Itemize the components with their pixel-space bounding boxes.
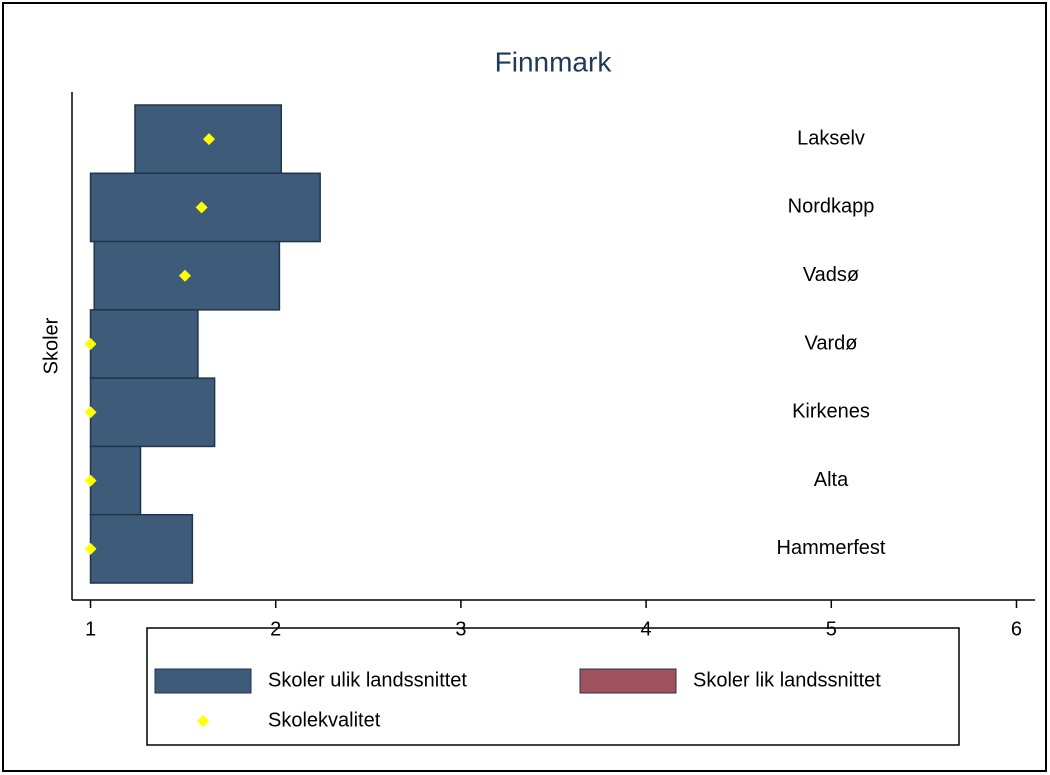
- diamond: [84, 474, 97, 487]
- category-label: Hammerfest: [777, 537, 886, 559]
- legend-label: Skoler lik landssnittet: [693, 669, 881, 691]
- legend-label: Skoler ulik landssnittet: [268, 669, 467, 691]
- category-label: Vardø: [805, 332, 858, 354]
- x-tick-label: 3: [455, 618, 466, 640]
- legend-label: Skolekvalitet: [268, 709, 381, 731]
- category-label: Vadsø: [803, 264, 859, 286]
- range-bar: [89, 513, 194, 584]
- category-label: Nordkapp: [788, 196, 875, 218]
- diamond: [178, 269, 191, 282]
- legend-swatch: [579, 668, 677, 694]
- chart-title: Finnmark: [495, 46, 613, 77]
- category-label: Lakselv: [797, 127, 865, 149]
- diamond: [197, 715, 209, 727]
- x-tick-label: 5: [826, 618, 837, 640]
- range-bar: [89, 377, 216, 448]
- diamond: [203, 133, 216, 146]
- diamond: [84, 542, 97, 555]
- range-bar: [89, 445, 142, 516]
- diamond: [195, 201, 208, 214]
- x-tick-label: 2: [270, 618, 281, 640]
- y-axis-label: Skoler: [40, 317, 62, 374]
- range-bar: [89, 309, 199, 379]
- diamond: [84, 406, 97, 419]
- legend: [146, 627, 960, 746]
- x-tick-label: 6: [1011, 618, 1022, 640]
- x-tick-label: 4: [641, 618, 652, 640]
- legend-swatch: [154, 668, 252, 694]
- diamond: [84, 338, 97, 350]
- x-tick-label: 1: [85, 618, 96, 640]
- category-label: Alta: [814, 469, 849, 491]
- category-label: Kirkenes: [792, 401, 870, 423]
